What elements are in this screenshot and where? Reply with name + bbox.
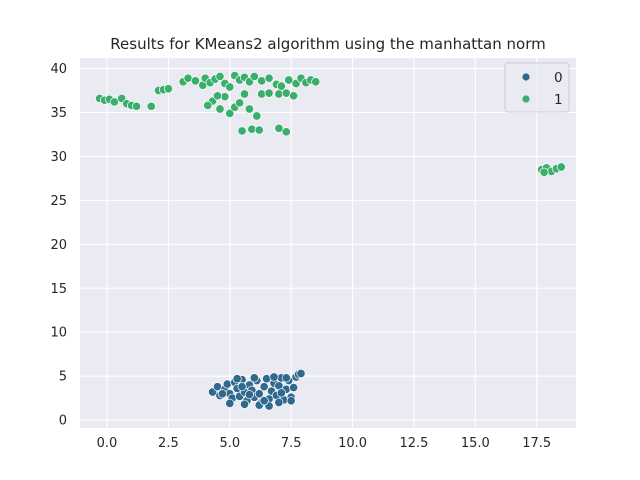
legend-box bbox=[504, 62, 570, 113]
data-point-series-0 bbox=[237, 382, 247, 392]
data-point-series-1 bbox=[281, 127, 291, 137]
data-point-series-0 bbox=[274, 397, 284, 408]
data-point-series-0 bbox=[222, 379, 232, 389]
data-point-series-1 bbox=[284, 75, 294, 85]
x-tick-label: 12.5 bbox=[399, 436, 428, 451]
data-point-series-0 bbox=[249, 373, 259, 383]
data-point-series-1 bbox=[212, 91, 223, 101]
data-point-series-1 bbox=[163, 84, 173, 94]
data-point-series-1 bbox=[239, 89, 250, 99]
data-point-series-1 bbox=[274, 123, 284, 133]
data-point-series-0 bbox=[225, 398, 235, 408]
data-point-series-1 bbox=[225, 108, 235, 118]
data-point-series-1 bbox=[225, 82, 235, 92]
x-tick-label: 10.0 bbox=[338, 436, 367, 451]
data-point-series-0 bbox=[259, 382, 269, 392]
x-tick-labels: 0.0 2.5 5.0 7.5 10.0 12.5 15.0 17.5 bbox=[97, 436, 552, 451]
data-point-series-0 bbox=[286, 396, 296, 406]
data-point-series-1 bbox=[235, 98, 245, 108]
data-point-series-1 bbox=[203, 100, 213, 111]
data-point-series-0 bbox=[269, 372, 279, 382]
data-point-series-0 bbox=[232, 374, 242, 384]
data-point-series-1 bbox=[311, 77, 321, 87]
y-tick-label: 40 bbox=[50, 62, 67, 77]
legend-marker-series-1 bbox=[522, 95, 530, 103]
x-tick-label: 0.0 bbox=[97, 436, 118, 451]
data-point-series-1 bbox=[131, 101, 142, 111]
y-tick-labels: 0 5 10 15 20 25 30 35 40 bbox=[50, 62, 67, 429]
legend: 0 1 bbox=[504, 62, 570, 113]
data-point-series-1 bbox=[252, 111, 262, 121]
x-tick-label: 2.5 bbox=[158, 436, 179, 451]
data-point-series-1 bbox=[556, 162, 566, 172]
x-tick-label: 15.0 bbox=[461, 436, 490, 451]
y-tick-label: 10 bbox=[50, 326, 67, 341]
data-point-series-0 bbox=[254, 389, 264, 399]
x-tick-label: 7.5 bbox=[281, 436, 302, 451]
data-point-series-0 bbox=[239, 399, 250, 409]
y-tick-label: 35 bbox=[50, 106, 67, 121]
data-point-series-1 bbox=[539, 167, 549, 177]
chart-title: Results for KMeans2 algorithm using the … bbox=[110, 35, 545, 53]
data-point-series-0 bbox=[259, 396, 269, 406]
data-point-series-0 bbox=[217, 389, 227, 399]
data-point-series-1 bbox=[264, 73, 274, 83]
data-point-series-1 bbox=[264, 88, 274, 98]
y-tick-label: 5 bbox=[59, 370, 67, 385]
data-point-series-1 bbox=[249, 71, 259, 82]
grid-lines bbox=[80, 58, 576, 428]
y-tick-label: 0 bbox=[59, 414, 67, 429]
data-point-series-0 bbox=[289, 383, 299, 393]
y-tick-label: 25 bbox=[50, 194, 67, 209]
data-point-series-1 bbox=[289, 91, 299, 101]
data-point-series-0 bbox=[281, 373, 291, 383]
data-point-series-0 bbox=[244, 390, 254, 400]
plot-background bbox=[80, 58, 576, 428]
y-tick-label: 30 bbox=[50, 150, 67, 165]
data-point-series-1 bbox=[146, 101, 156, 111]
data-point-series-1 bbox=[215, 71, 225, 82]
legend-label-series-0: 0 bbox=[554, 70, 563, 86]
data-point-series-1 bbox=[244, 104, 254, 114]
data-points bbox=[95, 71, 566, 411]
data-point-series-1 bbox=[109, 97, 119, 107]
data-point-series-1 bbox=[215, 104, 225, 114]
legend-label-series-1: 1 bbox=[554, 92, 563, 108]
data-point-series-1 bbox=[190, 76, 200, 86]
x-tick-label: 17.5 bbox=[522, 436, 551, 451]
data-point-series-0 bbox=[276, 388, 286, 398]
x-tick-label: 5.0 bbox=[219, 436, 240, 451]
data-point-series-0 bbox=[296, 368, 306, 379]
legend-marker-series-0 bbox=[522, 73, 530, 81]
data-point-series-1 bbox=[237, 126, 247, 136]
data-point-series-1 bbox=[254, 125, 264, 135]
y-tick-label: 20 bbox=[50, 238, 67, 253]
data-point-series-0 bbox=[262, 374, 272, 384]
y-tick-label: 15 bbox=[50, 282, 67, 297]
